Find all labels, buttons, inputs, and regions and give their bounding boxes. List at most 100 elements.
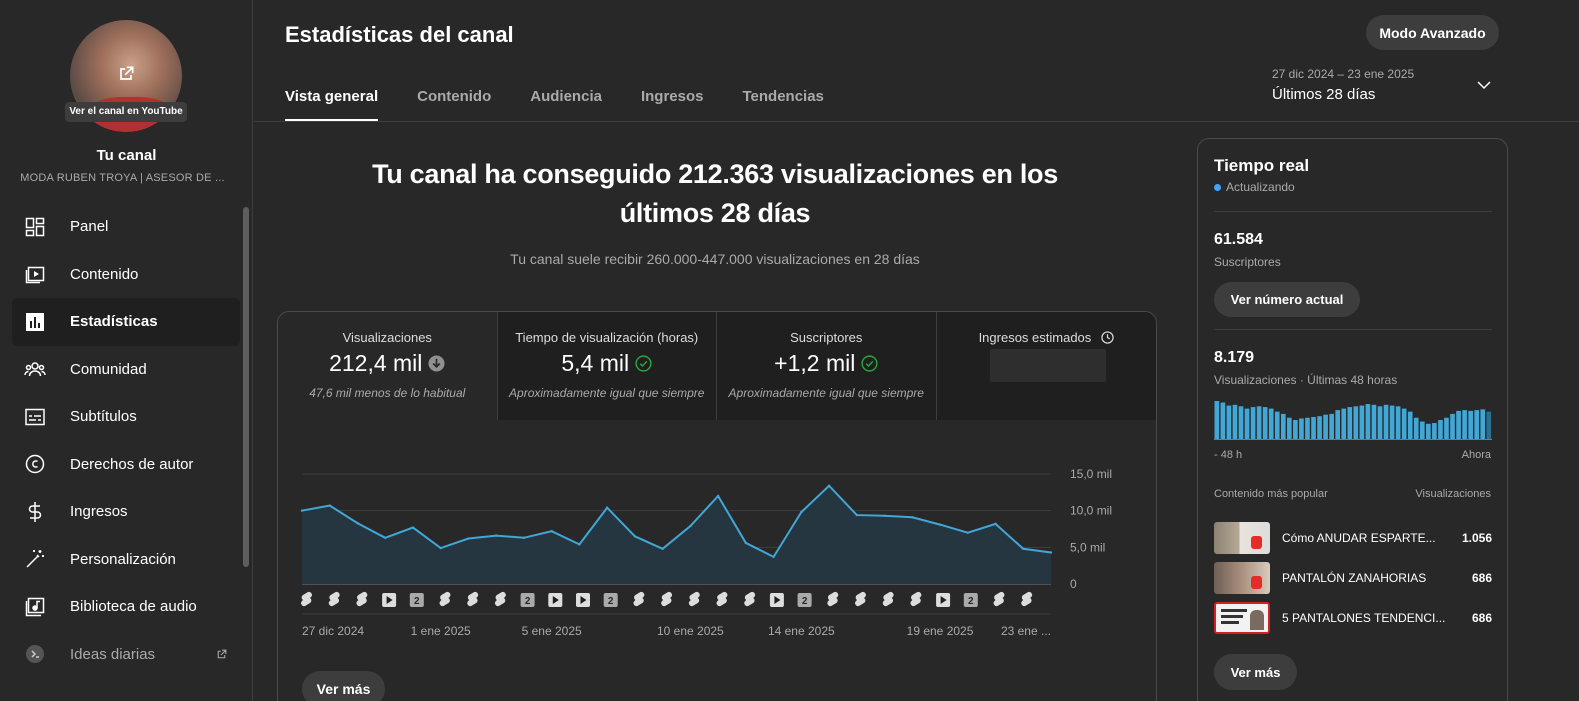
video-marker-icon[interactable]	[382, 593, 397, 607]
realtime-bar[interactable]	[1317, 416, 1322, 439]
data-point[interactable]	[772, 555, 775, 559]
sidebar-item-analytics[interactable]: Estadísticas	[12, 298, 240, 346]
realtime-bar[interactable]	[1220, 402, 1226, 439]
realtime-bar[interactable]	[1407, 411, 1413, 439]
shorts-marker-icon[interactable]	[716, 591, 728, 607]
data-point[interactable]	[800, 510, 803, 514]
tab-revenue[interactable]: Ingresos	[640, 88, 704, 105]
shorts-marker-icon[interactable]	[661, 591, 672, 607]
data-point[interactable]	[661, 547, 664, 550]
metric-revenue[interactable]: Ingresos estimados	[936, 312, 1156, 420]
shorts-marker-icon[interactable]	[1021, 591, 1033, 607]
sidebar-item-customization[interactable]: Personalización	[12, 536, 240, 584]
realtime-bar[interactable]	[1444, 417, 1449, 439]
shorts-marker-icon[interactable]	[910, 591, 922, 607]
realtime-bar[interactable]	[1419, 421, 1425, 439]
realtime-bar[interactable]	[1347, 407, 1353, 439]
realtime-bar-chart[interactable]	[1214, 401, 1492, 443]
realtime-bar[interactable]	[1299, 418, 1304, 439]
video-marker-icon[interactable]	[936, 593, 951, 607]
shorts-marker-icon[interactable]	[882, 591, 894, 607]
data-point[interactable]	[605, 506, 609, 509]
data-point[interactable]	[300, 509, 304, 512]
realtime-bar[interactable]	[1377, 406, 1383, 439]
video-marker-icon[interactable]	[548, 593, 563, 607]
sidebar-item-audio-library[interactable]: Biblioteca de audio	[12, 583, 240, 631]
video-marker-icon[interactable]	[769, 593, 784, 607]
count-marker-icon[interactable]: 2	[409, 593, 424, 607]
top-content-row[interactable]: 5 PANTALONES TENDENCI... 686	[1214, 602, 1492, 634]
data-point[interactable]	[689, 524, 692, 528]
realtime-bar[interactable]	[1353, 406, 1359, 439]
data-point[interactable]	[716, 494, 720, 498]
sidebar-item-daily-ideas[interactable]: Ideas diarias	[12, 631, 240, 679]
realtime-bar[interactable]	[1293, 420, 1298, 439]
sidebar-scrollbar[interactable]	[243, 207, 249, 567]
realtime-see-more-button[interactable]: Ver más	[1214, 654, 1297, 690]
realtime-bar[interactable]	[1450, 413, 1455, 439]
metric-subscribers[interactable]: Suscriptores +1,2 mil Aproximadamente ig…	[717, 312, 937, 420]
shorts-marker-icon[interactable]	[855, 591, 866, 607]
realtime-bar[interactable]	[1468, 410, 1473, 439]
realtime-bar[interactable]	[1359, 405, 1365, 439]
count-marker-icon[interactable]: 2	[797, 593, 812, 607]
realtime-bar[interactable]	[1287, 417, 1292, 439]
realtime-bar[interactable]	[1226, 405, 1232, 439]
shorts-marker-icon[interactable]	[495, 591, 506, 607]
data-point[interactable]	[827, 484, 831, 487]
shorts-marker-icon[interactable]	[688, 591, 700, 607]
realtime-bar[interactable]	[1329, 413, 1334, 439]
tab-overview[interactable]: Vista general	[285, 88, 379, 121]
realtime-bar[interactable]	[1256, 406, 1262, 439]
data-point[interactable]	[439, 546, 442, 550]
shorts-marker-icon[interactable]	[356, 591, 368, 607]
shorts-marker-icon[interactable]	[633, 591, 645, 607]
data-point[interactable]	[994, 522, 997, 526]
shorts-marker-icon[interactable]	[439, 591, 451, 607]
realtime-bar[interactable]	[1383, 404, 1389, 439]
metric-watch-time[interactable]: Tiempo de visualización (horas) 5,4 mil …	[497, 312, 717, 420]
shorts-marker-icon[interactable]	[744, 591, 756, 607]
realtime-bar[interactable]	[1214, 401, 1220, 439]
data-point[interactable]	[883, 514, 886, 517]
realtime-bar[interactable]	[1335, 410, 1341, 439]
realtime-bar[interactable]	[1413, 417, 1419, 439]
top-content-row[interactable]: PANTALÓN ZANAHORIAS 686	[1214, 562, 1492, 594]
shorts-marker-icon[interactable]	[328, 591, 340, 607]
data-point[interactable]	[1022, 547, 1025, 550]
data-point[interactable]	[467, 537, 470, 540]
sidebar-item-community[interactable]: Comunidad	[12, 346, 240, 394]
data-point[interactable]	[966, 531, 969, 534]
date-range-text[interactable]: 27 dic 2024 – 23 ene 2025	[1272, 67, 1415, 81]
data-point[interactable]	[550, 530, 553, 533]
data-point[interactable]	[411, 526, 415, 529]
data-point[interactable]	[384, 536, 387, 539]
shorts-marker-icon[interactable]	[993, 591, 1005, 607]
count-marker-icon[interactable]: 2	[963, 593, 978, 607]
data-point[interactable]	[633, 535, 637, 538]
realtime-bar[interactable]	[1486, 411, 1492, 439]
realtime-bar[interactable]	[1238, 406, 1244, 439]
data-point[interactable]	[1049, 551, 1053, 554]
data-point[interactable]	[578, 543, 581, 546]
shorts-marker-icon[interactable]	[467, 591, 479, 607]
sidebar-item-subtitles[interactable]: Subtítulos	[12, 393, 240, 441]
sidebar-item-panel[interactable]: Panel	[12, 203, 240, 251]
realtime-bar[interactable]	[1426, 423, 1431, 439]
tab-content[interactable]: Contenido	[417, 88, 492, 105]
data-point[interactable]	[522, 536, 526, 539]
realtime-bar[interactable]	[1456, 410, 1461, 439]
shorts-marker-icon[interactable]	[827, 591, 839, 607]
view-channel-link[interactable]: Ver el canal en YouTube	[65, 102, 187, 122]
realtime-bar[interactable]	[1250, 407, 1256, 439]
metric-views[interactable]: Visualizaciones 212,4 mil 47,6 mil menos…	[278, 312, 498, 420]
realtime-bar[interactable]	[1401, 408, 1407, 439]
data-point[interactable]	[911, 516, 914, 519]
realtime-bar[interactable]	[1371, 404, 1377, 439]
tab-trends[interactable]: Tendencias	[742, 88, 824, 105]
realtime-bar[interactable]	[1244, 408, 1250, 439]
realtime-bar[interactable]	[1474, 410, 1480, 439]
count-marker-icon[interactable]: 2	[603, 593, 618, 607]
realtime-bar[interactable]	[1274, 411, 1280, 439]
realtime-bar[interactable]	[1280, 413, 1286, 439]
